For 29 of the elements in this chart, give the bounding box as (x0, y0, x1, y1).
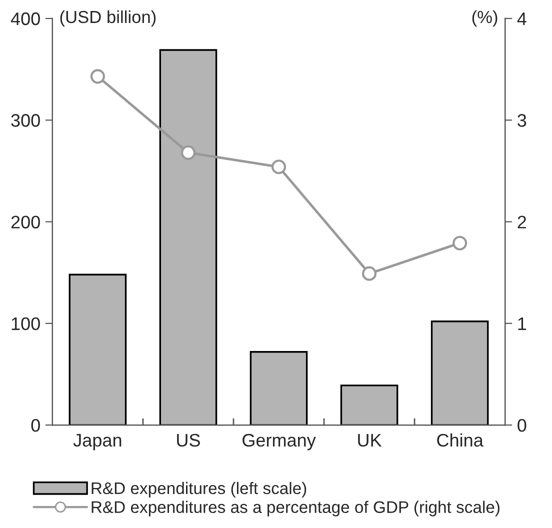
y-tick-label: 300 (11, 114, 40, 127)
y-tick-label: 100 (12, 317, 40, 330)
bar (430, 320, 489, 426)
y2-tick-label: 0 (518, 418, 526, 432)
x-tick-label: Japan (73, 434, 122, 450)
bar (68, 274, 127, 426)
y2-tick-label: 3 (518, 114, 526, 127)
x-tick-label: UK (358, 434, 382, 447)
x-tick-label: US (177, 434, 200, 447)
y2-tick-label: 1 (518, 318, 526, 330)
y2-axis-title: (%) (472, 10, 498, 27)
point (271, 160, 286, 174)
x-tick-label: China (437, 433, 484, 447)
legend-label: R&D expenditures as a percentage of GDP (right scale) (92, 500, 500, 516)
point (452, 236, 468, 250)
point (90, 69, 105, 84)
point (362, 266, 377, 281)
y-tick-label: 200 (11, 216, 40, 228)
y-tick-label: 400 (10, 12, 40, 26)
point (180, 145, 196, 160)
y2-tick-label: 4 (517, 12, 526, 26)
x-tick-label: Germany (242, 434, 316, 450)
bar (340, 384, 398, 426)
y2-tick-label: 2 (518, 216, 526, 228)
y-axis-title: (USD billion) (60, 10, 156, 27)
y-tick-label: 0 (31, 418, 40, 432)
bar (250, 351, 308, 426)
bar (159, 49, 218, 426)
legend-label: R&D expenditures (left scale) (92, 482, 306, 498)
